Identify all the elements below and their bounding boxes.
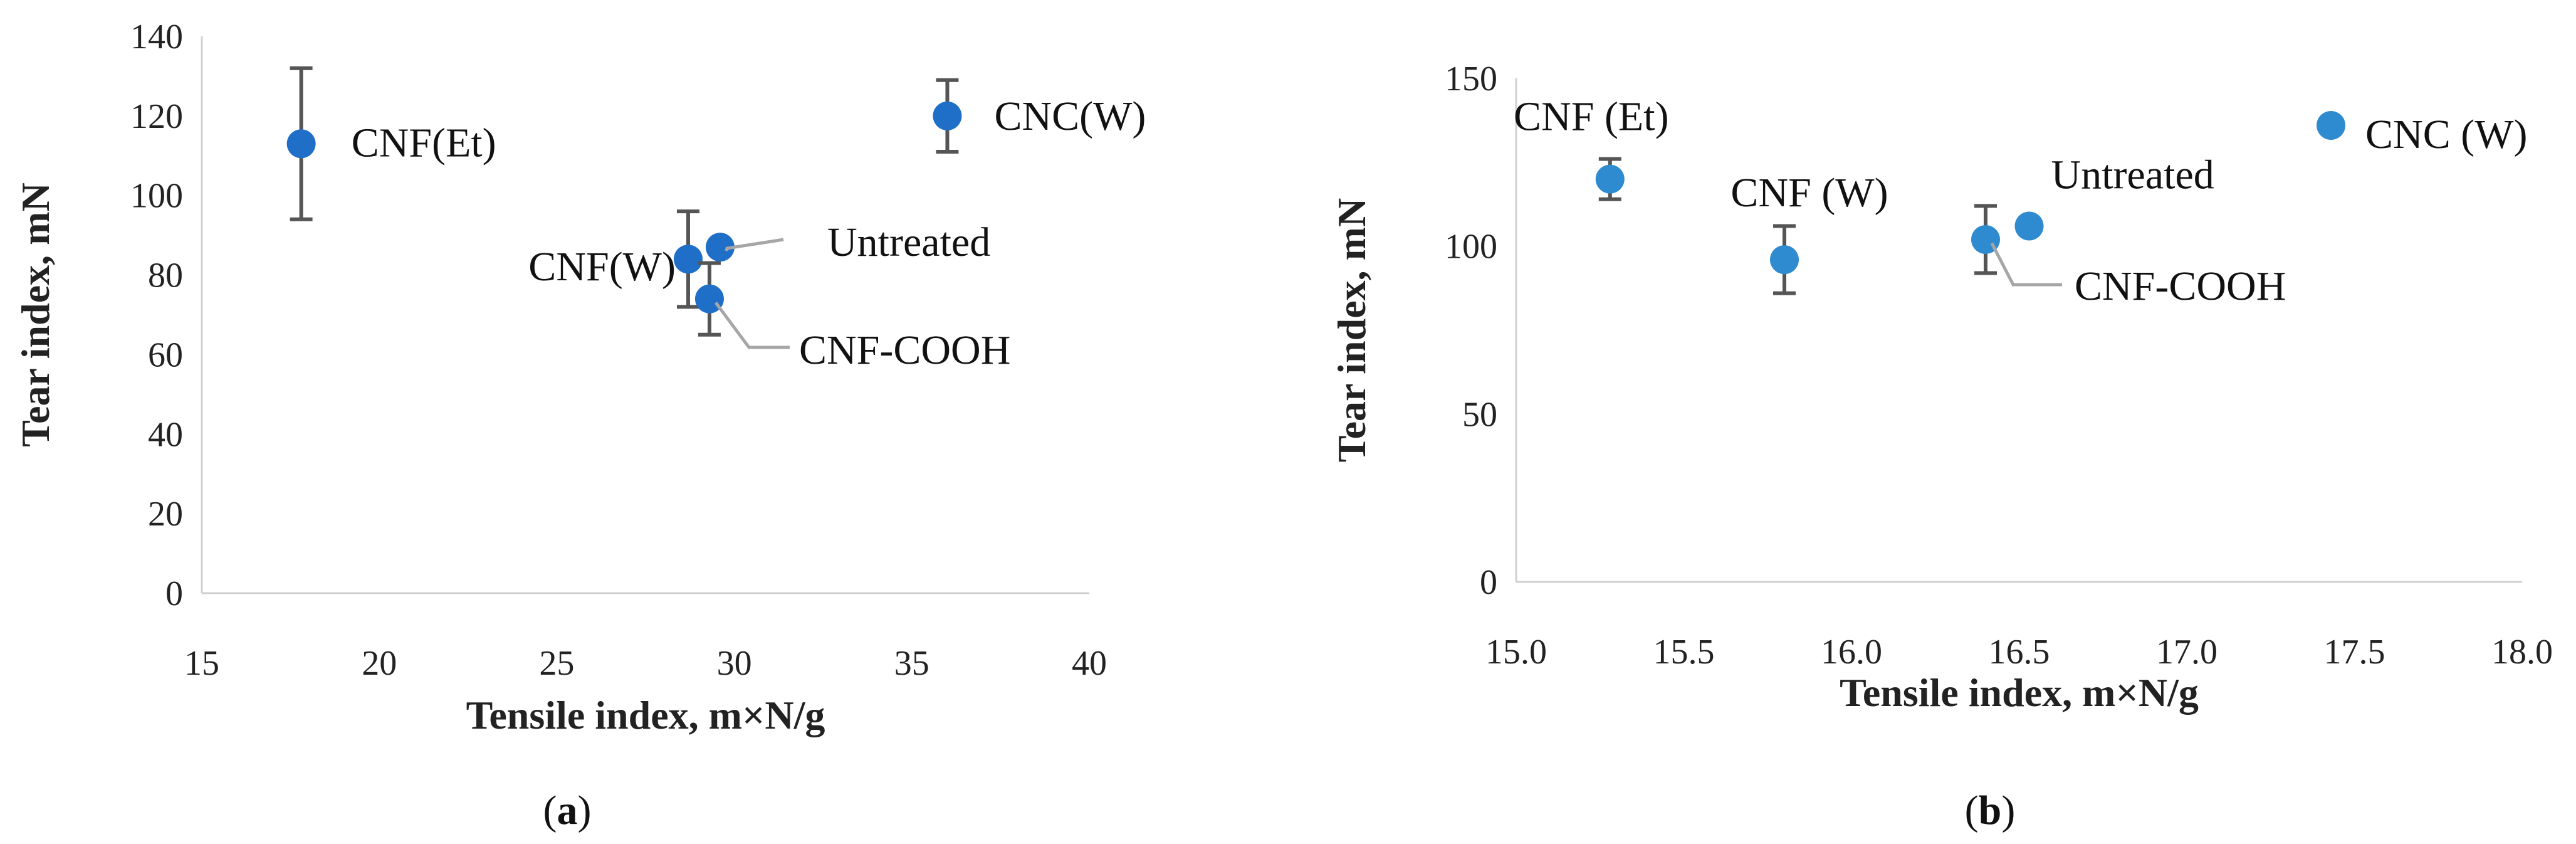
y-tick-label: 80 [148, 256, 183, 295]
data-point [286, 129, 316, 159]
data-point [2317, 110, 2346, 140]
panel-caption: (a) [543, 788, 592, 833]
y-tick-label: 100 [1445, 228, 1497, 266]
y-tick-label: 50 [1462, 395, 1497, 434]
panel-caption: (b) [1965, 788, 2016, 833]
y-tick-label: 40 [148, 415, 183, 454]
panel-caption-paren: ) [578, 788, 592, 833]
label-leader-line [1990, 242, 2062, 287]
data-point-label: CNF(W) [528, 244, 676, 290]
y-tick-label: 0 [1480, 563, 1497, 602]
data-point-label: CNC (W) [2365, 112, 2527, 157]
panel-caption-paren: ) [2001, 788, 2015, 833]
data-point [933, 101, 962, 130]
data-point [1595, 164, 1625, 194]
x-tick-label: 40 [1072, 644, 1107, 683]
x-tick-label: 18.0 [2491, 633, 2553, 672]
data-point-label: CNF(Et) [352, 120, 496, 166]
x-tick-label: 20 [362, 644, 397, 683]
panel-caption-letter: a [557, 788, 578, 833]
x-tick-label: 16.0 [1821, 633, 1882, 672]
y-tick-label: 20 [148, 495, 183, 534]
y-tick-label: 140 [130, 18, 183, 56]
x-tick-label: 35 [894, 644, 929, 683]
data-point-label: CNC(W) [994, 93, 1146, 139]
x-axis-title: Tensile index, m×N/g [1840, 670, 2199, 715]
chart-panel-b: 0 50 100 150 15.0 15.5 16.0 16.5 17.0 17.5 18.0 Ten… [1329, 60, 2553, 833]
y-tick-label: 120 [130, 97, 183, 136]
data-point-label: CNF (Et) [1514, 94, 1669, 140]
x-tick-label: 15 [184, 644, 219, 683]
data-point-label: Untreated [827, 219, 990, 265]
data-point-label: CNF (W) [1730, 170, 1888, 216]
data-point [2014, 211, 2044, 241]
label-leader-line [725, 238, 784, 251]
y-tick-label: 0 [165, 574, 183, 613]
x-tick-label: 17.0 [2156, 633, 2217, 672]
data-point-label: Untreated [2051, 152, 2214, 198]
x-tick-label: 30 [717, 644, 752, 683]
y-tick-label: 100 [130, 177, 183, 216]
data-point-label: CNF-COOH [799, 327, 1010, 373]
data-point [673, 245, 703, 274]
label-leader-line [714, 302, 790, 349]
panel-caption-paren: ( [543, 788, 557, 833]
x-tick-label: 25 [539, 644, 574, 683]
x-tick-label: 16.5 [1989, 633, 2050, 672]
x-tick-label: 15.5 [1653, 633, 1715, 672]
y-tick-label: 150 [1445, 60, 1497, 98]
chart-panel-a: 0 20 40 60 80 100 120 140 15 20 25 30 35 40 Tensile in… [13, 18, 1146, 833]
data-point-label: CNF-COOH [2075, 263, 2286, 309]
x-tick-label: 15.0 [1485, 633, 1547, 672]
data-point [1770, 245, 1799, 275]
panel-caption-letter: b [1979, 788, 2002, 833]
y-axis-title: Tear index, mN [13, 182, 58, 446]
panel-caption-paren: ( [1965, 788, 1979, 833]
x-axis-title: Tensile index, m×N/g [466, 693, 825, 737]
x-tick-label: 17.5 [2324, 633, 2385, 672]
data-point [705, 233, 735, 262]
y-tick-label: 60 [148, 335, 183, 374]
y-axis-title: Tear index, mN [1329, 198, 1374, 462]
